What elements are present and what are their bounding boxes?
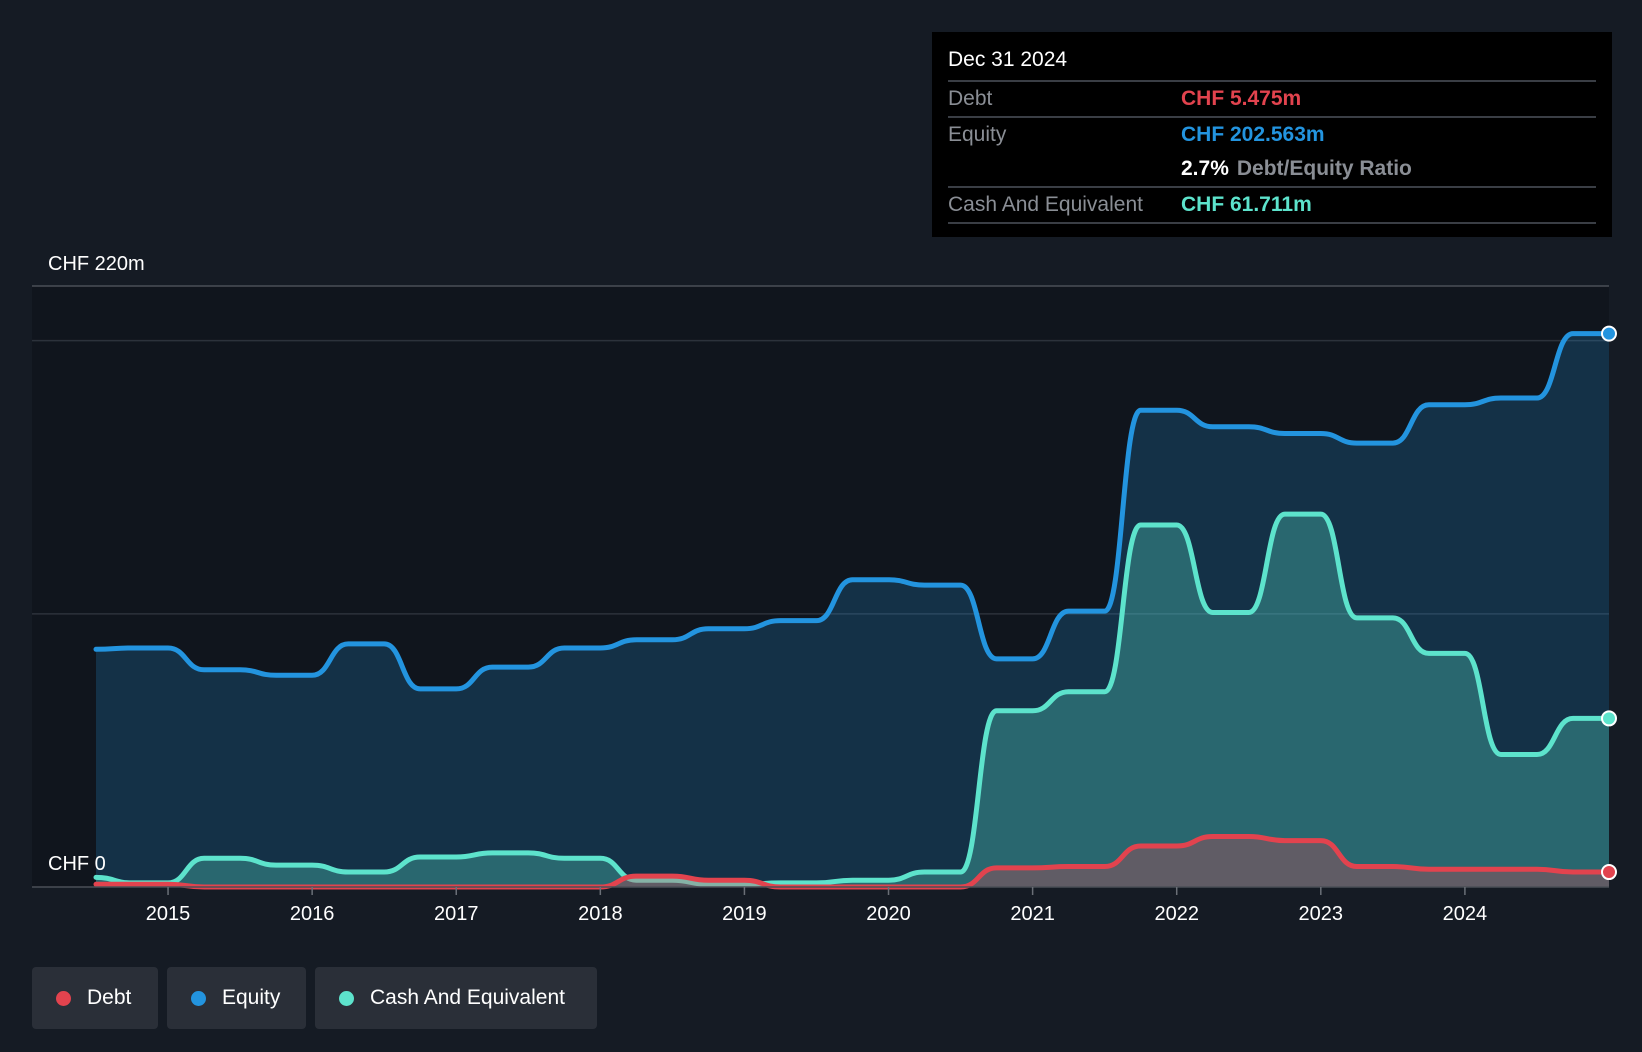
x-tick-label: 2021	[1010, 903, 1055, 925]
data-tooltip: Dec 31 2024 Debt CHF 5.475m Equity CHF 2…	[932, 32, 1612, 237]
tooltip-ratio-label: Debt/Equity Ratio	[1236, 157, 1412, 180]
x-tick-label: 2016	[290, 903, 335, 925]
cash-and-equivalent-end-marker	[1601, 710, 1617, 727]
tooltip-equity-row: Equity CHF 202.563m	[948, 116, 1596, 152]
y-axis-top-label: CHF 220m	[48, 253, 145, 275]
cash-and-equivalent-line	[93, 511, 1612, 887]
x-axis-ticks: 2015 2016 2017 2018 2019 2020 2021 2022 2023 2024	[146, 887, 1487, 925]
debt-area	[96, 836, 1609, 887]
x-tick-label: 2019	[722, 903, 767, 925]
tooltip-ratio-row: 2.7% Debt/Equity Ratio	[948, 152, 1596, 186]
tooltip-debt-value: CHF 5.475m	[1181, 87, 1302, 110]
x-tick-label: 2020	[866, 903, 911, 925]
x-tick-label: 2018	[578, 903, 623, 925]
cash-dot-icon	[339, 990, 354, 1006]
tooltip-equity-value: CHF 202.563m	[1181, 123, 1325, 146]
x-tick-label: 2022	[1154, 903, 1199, 925]
tooltip-ratio-value: 2.7%	[1181, 157, 1229, 180]
y-axis-zero-label: CHF 0	[48, 853, 106, 875]
tooltip-date: Dec 31 2024	[948, 48, 1068, 71]
series-layer	[93, 331, 1612, 890]
chart-legend: Debt Equity Cash And Equivalent	[32, 967, 597, 1029]
legend-item-debt[interactable]: Debt	[32, 967, 158, 1029]
tooltip-cash-label: Cash And Equivalent	[948, 193, 1143, 216]
gridlines	[32, 339, 1609, 615]
debt-end-marker	[1601, 864, 1617, 881]
equity-area	[96, 333, 1609, 888]
debt-dot-icon	[56, 990, 71, 1006]
plot-background	[32, 286, 1609, 887]
tooltip-equity-label: Equity	[948, 123, 1007, 146]
tooltip-cash-row: Cash And Equivalent CHF 61.711m	[948, 186, 1596, 224]
legend-label-cash: Cash And Equivalent	[370, 986, 565, 1009]
tooltip-debt-row: Debt CHF 5.475m	[948, 80, 1596, 116]
end-markers	[1601, 325, 1617, 881]
cash-and-equivalent-area	[96, 514, 1609, 887]
legend-label-debt: Debt	[87, 986, 132, 1009]
equity-line	[93, 331, 1612, 692]
x-tick-label: 2017	[434, 903, 479, 925]
x-tick-label: 2024	[1443, 903, 1488, 925]
x-tick-label: 2023	[1299, 903, 1344, 925]
x-tick-label: 2015	[146, 903, 191, 925]
legend-item-cash[interactable]: Cash And Equivalent	[315, 967, 597, 1029]
equity-dot-icon	[191, 990, 206, 1006]
tooltip-cash-value: CHF 61.711m	[1181, 193, 1312, 216]
legend-item-equity[interactable]: Equity	[167, 967, 306, 1029]
equity-end-marker	[1601, 325, 1617, 342]
tooltip-debt-label: Debt	[948, 87, 993, 110]
legend-label-equity: Equity	[222, 986, 281, 1009]
